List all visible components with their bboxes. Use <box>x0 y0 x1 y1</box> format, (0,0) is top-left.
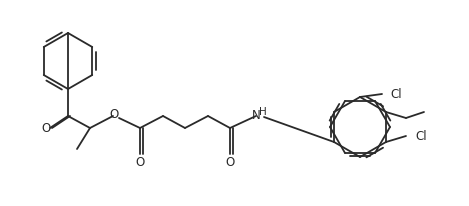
Text: N: N <box>252 109 260 122</box>
Text: Cl: Cl <box>415 130 427 143</box>
Text: O: O <box>226 156 234 169</box>
Text: O: O <box>109 108 119 121</box>
Text: Cl: Cl <box>390 88 401 101</box>
Text: H: H <box>259 107 267 116</box>
Text: O: O <box>136 156 144 169</box>
Text: O: O <box>41 122 51 135</box>
